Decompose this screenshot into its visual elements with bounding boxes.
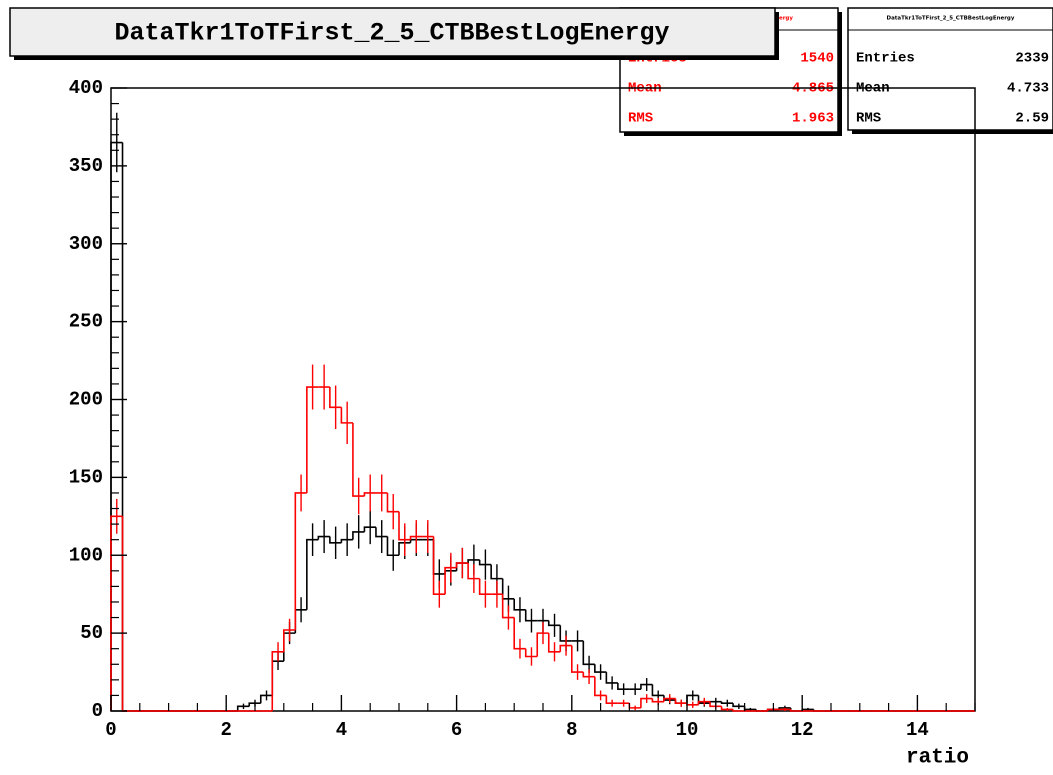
histogram-bin [571,645,584,673]
histogram-bin [121,516,135,712]
histogram-bin [720,706,734,711]
histogram-bin [352,531,365,540]
title-box [9,7,776,57]
stats-label: Entries [856,51,915,67]
histogram-bin [513,617,526,650]
stats-value: 2339 [1015,51,1049,67]
histogram-bin [732,709,745,712]
histogram-bin [306,538,319,610]
histogram-bin [398,541,411,556]
histogram-bin [709,701,722,708]
histogram-bin [547,620,561,627]
histogram-bin [640,697,653,708]
histogram-bin [340,407,353,424]
x-tick-label: 6 [451,719,462,741]
y-tick-label: 250 [69,311,103,333]
histogram-bin [594,664,607,673]
stats-value: 2.59 [1015,111,1049,127]
histogram-bin [248,702,261,707]
histogram-bin [559,625,572,642]
histogram-bin [386,536,399,557]
histogram-bin [398,511,411,541]
histogram-bin [271,651,284,711]
histogram-bin [444,566,457,595]
histogram-bin [432,536,446,595]
x-tick-label: 14 [906,719,929,741]
x-tick-label: 8 [566,719,577,741]
histogram-bin [110,515,123,711]
histogram-bin [617,682,630,690]
histogram-bin [386,492,399,513]
histogram-bin [294,492,307,631]
histogram-bin [605,672,618,684]
histogram-bin [605,695,618,705]
x-tick-label: 12 [791,719,814,741]
histogram-bin [363,492,376,497]
histogram-bin [329,387,342,409]
y-tick-label: 400 [69,77,103,99]
histogram-bin [259,694,273,704]
histogram-bin [478,578,492,595]
histogram-bin [594,676,607,697]
histogram-bin [766,708,780,711]
y-tick-label: 150 [69,466,103,488]
x-tick-label: 10 [676,719,699,741]
histogram-bin [582,672,595,678]
histogram-bin [121,142,135,712]
x-tick-label: 2 [220,719,231,741]
y-tick-label: 200 [69,389,103,411]
histogram-bin [697,700,711,705]
y-tick-label: 0 [92,700,103,722]
stats-title: DataTkr1ToTFirst_2_5_CTBBestLogEnergy [887,16,1015,22]
x-tick-label: 0 [105,719,116,741]
histogram-bin [720,701,734,705]
histogram-bin [467,563,480,580]
histogram-bin [732,703,745,708]
y-tick-label: 300 [69,233,103,255]
x-tick-label: 4 [336,719,347,741]
histogram-bin [283,629,296,652]
histogram-bin [513,598,526,611]
stats-label: RMS [628,111,653,127]
histogram-bin [674,698,687,705]
stats-value: 1540 [800,51,834,67]
x-axis-label: ratio [906,747,969,770]
y-tick-label: 100 [69,544,103,566]
histogram-bin [317,535,330,540]
histogram-bin [352,422,365,497]
histogram-bin [236,705,250,711]
histogram-bin [340,538,353,543]
histogram-bin [651,684,664,697]
histogram-bin [329,536,342,544]
histogram-bin [524,609,538,622]
y-tick-label: 350 [69,155,103,177]
histogram-bin [490,564,503,580]
histogram-bin [663,697,676,702]
histogram-bin [640,683,653,690]
stats-box: DataTkr1ToTFirst_2_5_CTBBestLogEnergy Ent… [847,7,1053,134]
histogram-bin [789,709,803,712]
stats-frame [847,7,1053,131]
histogram-bin [375,527,388,538]
histogram-bin [455,562,469,568]
histogram-bin [559,644,572,652]
histogram-bin [582,640,595,666]
stats-label: RMS [856,111,881,127]
histogram-bin [467,559,480,564]
stats-value: 4.733 [1007,81,1049,97]
histogram-bin [536,632,549,657]
chart-title: DataTkr1ToTFirst_2_5_CTBBestLogEnergy [114,19,669,48]
histogram-bin [547,633,561,653]
histogram-bin [501,594,515,619]
histogram-bin [409,535,423,540]
y-tick-label: 50 [80,622,103,644]
histogram-bin [478,559,492,566]
histogram-bin [524,648,538,658]
histogram-bin [363,526,376,532]
histogram-bin [651,698,664,703]
stats-value: 1.963 [792,111,834,127]
histogram-bin [306,386,319,493]
